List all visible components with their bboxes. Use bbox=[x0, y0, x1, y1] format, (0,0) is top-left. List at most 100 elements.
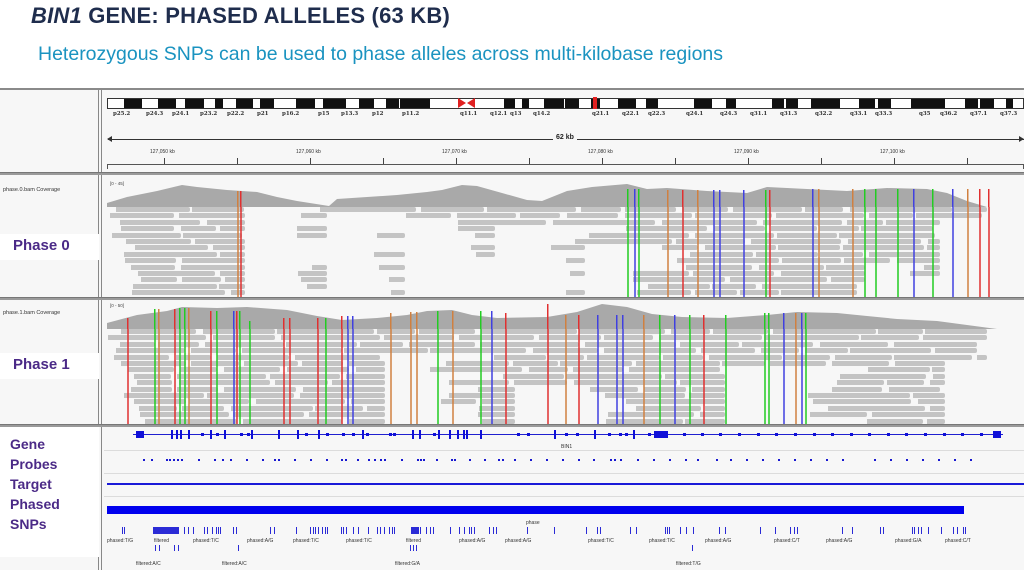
phase0-coverage-track-name[interactable]: phase.0.bam Coverage bbox=[3, 187, 61, 193]
aligned-read[interactable] bbox=[179, 380, 270, 386]
aligned-read[interactable] bbox=[837, 380, 884, 386]
exon[interactable] bbox=[993, 431, 1001, 438]
aligned-read[interactable] bbox=[367, 405, 385, 411]
aligned-read[interactable] bbox=[604, 348, 696, 354]
aligned-read[interactable] bbox=[124, 251, 217, 257]
snp-marker[interactable] bbox=[636, 527, 637, 534]
probe-marker[interactable] bbox=[181, 459, 183, 461]
aligned-read[interactable] bbox=[377, 329, 415, 334]
snp-marker[interactable] bbox=[669, 527, 670, 534]
snp-marker[interactable] bbox=[775, 527, 776, 534]
probe-marker[interactable] bbox=[345, 459, 347, 461]
probe-marker[interactable] bbox=[653, 459, 655, 461]
phased-block-bar[interactable] bbox=[107, 506, 964, 514]
aligned-read[interactable] bbox=[121, 226, 174, 232]
snp-marker[interactable] bbox=[790, 527, 791, 534]
aligned-read[interactable] bbox=[625, 213, 692, 219]
snp-marker[interactable] bbox=[597, 527, 598, 534]
aligned-read[interactable] bbox=[458, 226, 495, 232]
snp-marker[interactable] bbox=[474, 527, 475, 534]
probe-marker[interactable] bbox=[730, 459, 732, 461]
exon[interactable] bbox=[466, 430, 468, 439]
probe-marker[interactable] bbox=[173, 459, 175, 461]
snp-marker[interactable] bbox=[184, 527, 185, 534]
aligned-read[interactable] bbox=[977, 354, 987, 360]
aligned-read[interactable] bbox=[116, 207, 190, 212]
snp-marker[interactable] bbox=[122, 527, 123, 534]
snp-marker[interactable] bbox=[797, 527, 798, 534]
aligned-read[interactable] bbox=[459, 335, 534, 341]
probe-marker[interactable] bbox=[778, 459, 780, 461]
probe-marker[interactable] bbox=[423, 459, 425, 461]
probe-marker[interactable] bbox=[310, 459, 312, 461]
aligned-read[interactable] bbox=[471, 245, 495, 251]
aligned-read[interactable] bbox=[297, 226, 327, 232]
probe-marker[interactable] bbox=[166, 459, 168, 461]
aligned-read[interactable] bbox=[379, 264, 405, 270]
aligned-read[interactable] bbox=[659, 335, 762, 341]
aligned-read[interactable] bbox=[826, 264, 865, 270]
probe-marker[interactable] bbox=[326, 459, 328, 461]
exon[interactable] bbox=[297, 430, 299, 439]
aligned-read[interactable] bbox=[225, 277, 245, 283]
aligned-read[interactable] bbox=[709, 354, 782, 360]
aligned-read[interactable] bbox=[302, 361, 343, 366]
aligned-read[interactable] bbox=[475, 232, 495, 238]
aligned-read[interactable] bbox=[181, 264, 245, 270]
aligned-read[interactable] bbox=[256, 399, 345, 405]
exon[interactable] bbox=[352, 433, 355, 436]
exon[interactable] bbox=[980, 433, 983, 436]
snp-marker[interactable] bbox=[325, 527, 326, 534]
phase1-coverage-plot[interactable] bbox=[107, 299, 1024, 329]
probe-marker[interactable] bbox=[246, 459, 248, 461]
aligned-read[interactable] bbox=[182, 405, 224, 411]
exon[interactable] bbox=[251, 430, 253, 439]
aligned-read[interactable] bbox=[636, 361, 720, 366]
probe-marker[interactable] bbox=[469, 459, 471, 461]
snp-marker[interactable] bbox=[914, 527, 915, 534]
snp-marker[interactable] bbox=[665, 527, 666, 534]
aligned-read[interactable] bbox=[360, 341, 403, 347]
aligned-read[interactable] bbox=[933, 373, 945, 379]
aligned-read[interactable] bbox=[205, 341, 284, 347]
snp-marker[interactable] bbox=[220, 527, 221, 534]
exon[interactable] bbox=[412, 430, 414, 439]
snp-marker[interactable] bbox=[233, 527, 234, 534]
aligned-read[interactable] bbox=[286, 341, 357, 347]
aligned-read[interactable] bbox=[923, 335, 987, 341]
aligned-read[interactable] bbox=[626, 226, 707, 232]
aligned-read[interactable] bbox=[560, 361, 632, 366]
probe-marker[interactable] bbox=[274, 459, 276, 461]
exon[interactable] bbox=[517, 433, 520, 436]
aligned-read[interactable] bbox=[124, 393, 204, 398]
aligned-read[interactable] bbox=[346, 373, 385, 379]
aligned-read[interactable] bbox=[828, 405, 925, 411]
probe-marker[interactable] bbox=[842, 459, 844, 461]
aligned-read[interactable] bbox=[878, 329, 923, 334]
snp-marker[interactable] bbox=[322, 527, 323, 534]
aligned-read[interactable] bbox=[220, 226, 245, 232]
aligned-read[interactable] bbox=[476, 251, 495, 257]
aligned-read[interactable] bbox=[195, 239, 245, 244]
aligned-read[interactable] bbox=[777, 232, 837, 238]
snp-marker[interactable] bbox=[274, 527, 275, 534]
aligned-read[interactable] bbox=[114, 354, 169, 360]
aligned-read[interactable] bbox=[275, 380, 328, 386]
snp-marker[interactable] bbox=[496, 527, 497, 534]
aligned-read[interactable] bbox=[840, 373, 926, 379]
snp-marker[interactable] bbox=[159, 545, 160, 551]
aligned-read[interactable] bbox=[894, 354, 972, 360]
aligned-read[interactable] bbox=[179, 213, 245, 219]
aligned-read[interactable] bbox=[446, 361, 509, 366]
aligned-read[interactable] bbox=[861, 335, 919, 341]
aligned-read[interactable] bbox=[663, 354, 703, 360]
aligned-read[interactable] bbox=[693, 271, 774, 276]
exon[interactable] bbox=[961, 433, 964, 436]
exon[interactable] bbox=[362, 430, 364, 439]
snp-marker[interactable] bbox=[377, 527, 378, 534]
snp-marker[interactable] bbox=[692, 545, 693, 551]
probe-marker[interactable] bbox=[938, 459, 940, 461]
probe-marker[interactable] bbox=[214, 459, 216, 461]
aligned-read[interactable] bbox=[625, 207, 676, 212]
snp-marker[interactable] bbox=[313, 527, 314, 534]
